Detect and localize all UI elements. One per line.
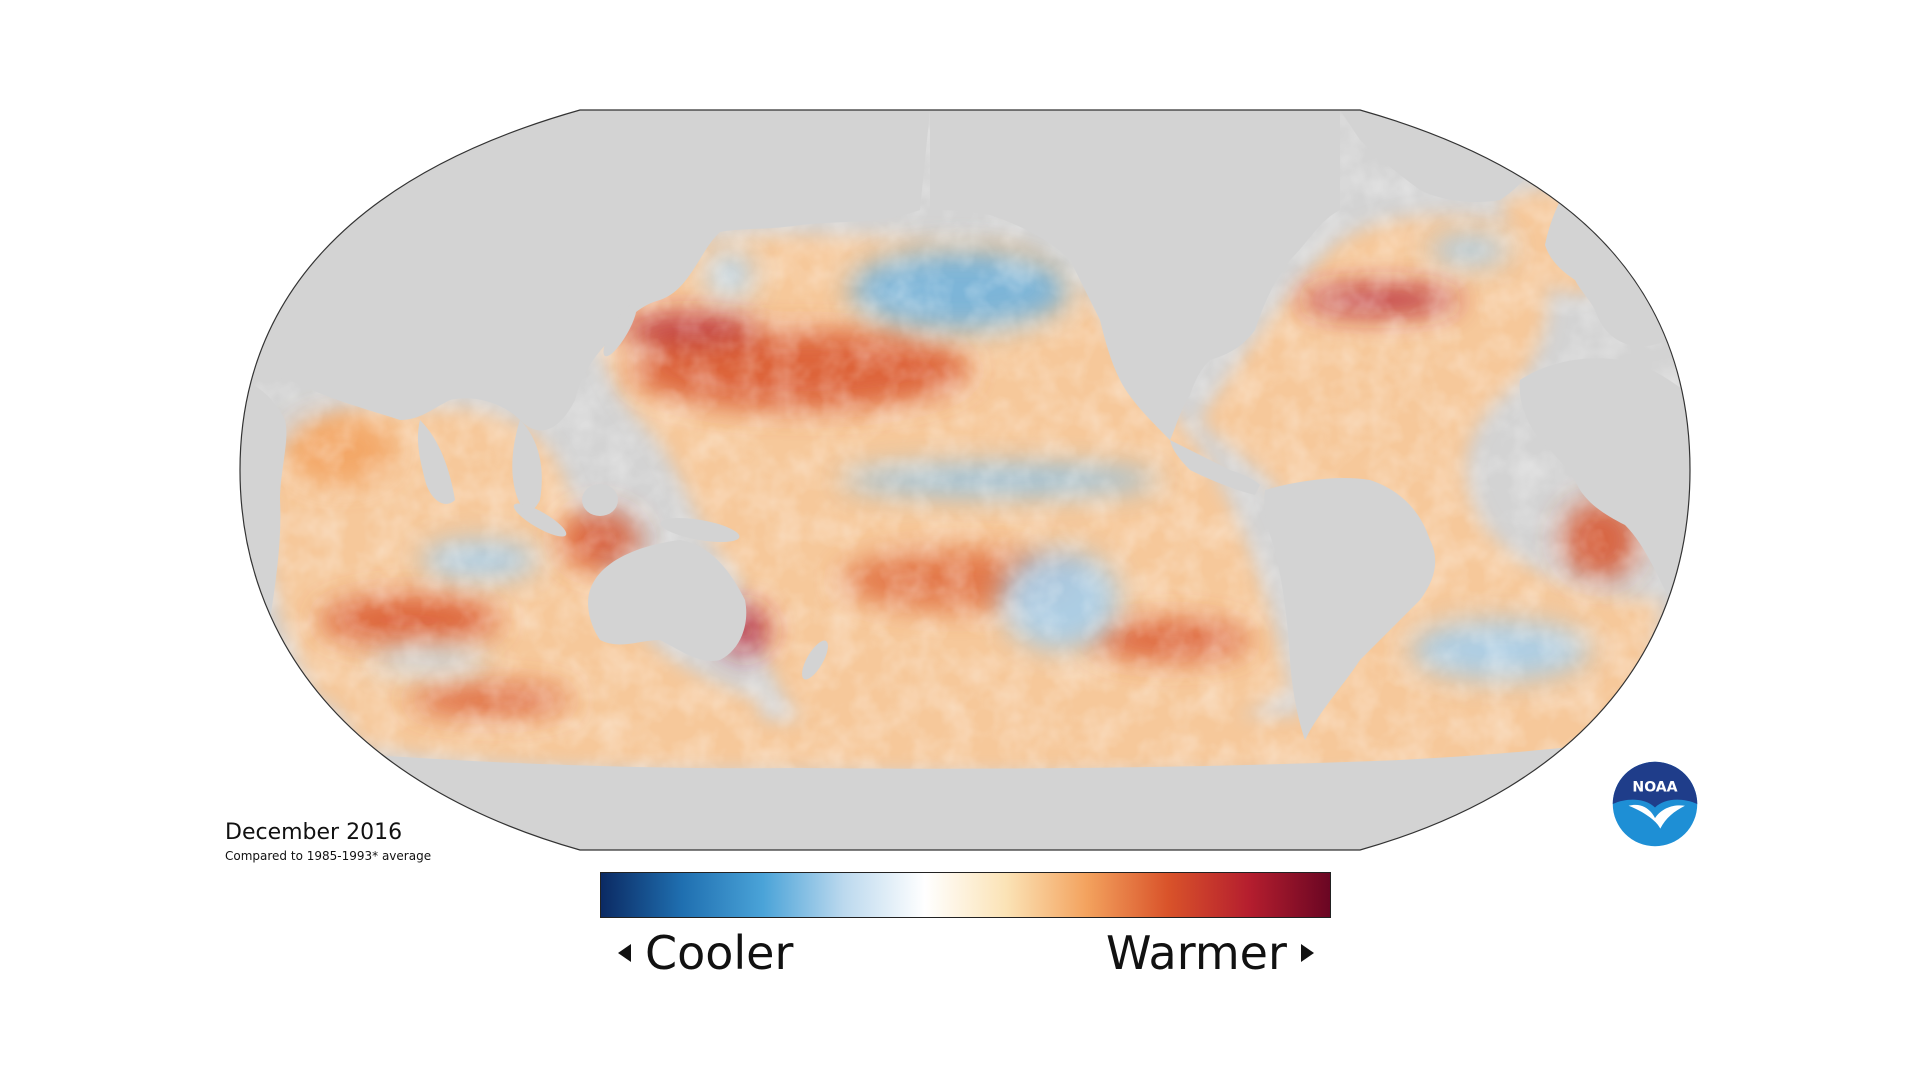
warmer-label: Warmer	[1106, 926, 1287, 980]
arrow-left-icon	[618, 944, 631, 962]
cooler-label: Cooler	[645, 926, 794, 980]
ocean-anomaly-layer	[240, 110, 1690, 850]
noaa-logo-text: NOAA	[1632, 780, 1677, 796]
land-south-america	[1264, 478, 1436, 740]
land-new-guinea	[660, 517, 740, 543]
land-africa-west	[1519, 358, 1690, 630]
map-projection-outline	[239, 109, 1691, 851]
land-southeast-asia	[512, 420, 542, 511]
land-borneo	[582, 484, 618, 516]
land-australia	[588, 540, 747, 661]
land-central-america	[1170, 440, 1260, 495]
land-japan	[603, 303, 637, 357]
color-scale-bar	[600, 872, 1331, 918]
map-date-label: December 2016	[225, 820, 403, 845]
land-africa-east	[240, 380, 287, 620]
land-eurasia	[240, 110, 930, 431]
landmasses	[240, 110, 1690, 850]
cooler-label-group: Cooler	[618, 925, 793, 981]
map-comparison-label: Compared to 1985-1993* average	[225, 849, 432, 863]
arrow-right-icon	[1300, 944, 1314, 962]
noaa-logo: NOAA	[1612, 761, 1698, 847]
land-sumatra	[513, 503, 567, 537]
land-north-america	[930, 110, 1340, 440]
land-india	[417, 420, 455, 504]
land-antarctica	[240, 730, 1690, 850]
land-new-zealand	[802, 640, 828, 680]
warmer-label-group: Warmer	[1106, 925, 1314, 981]
